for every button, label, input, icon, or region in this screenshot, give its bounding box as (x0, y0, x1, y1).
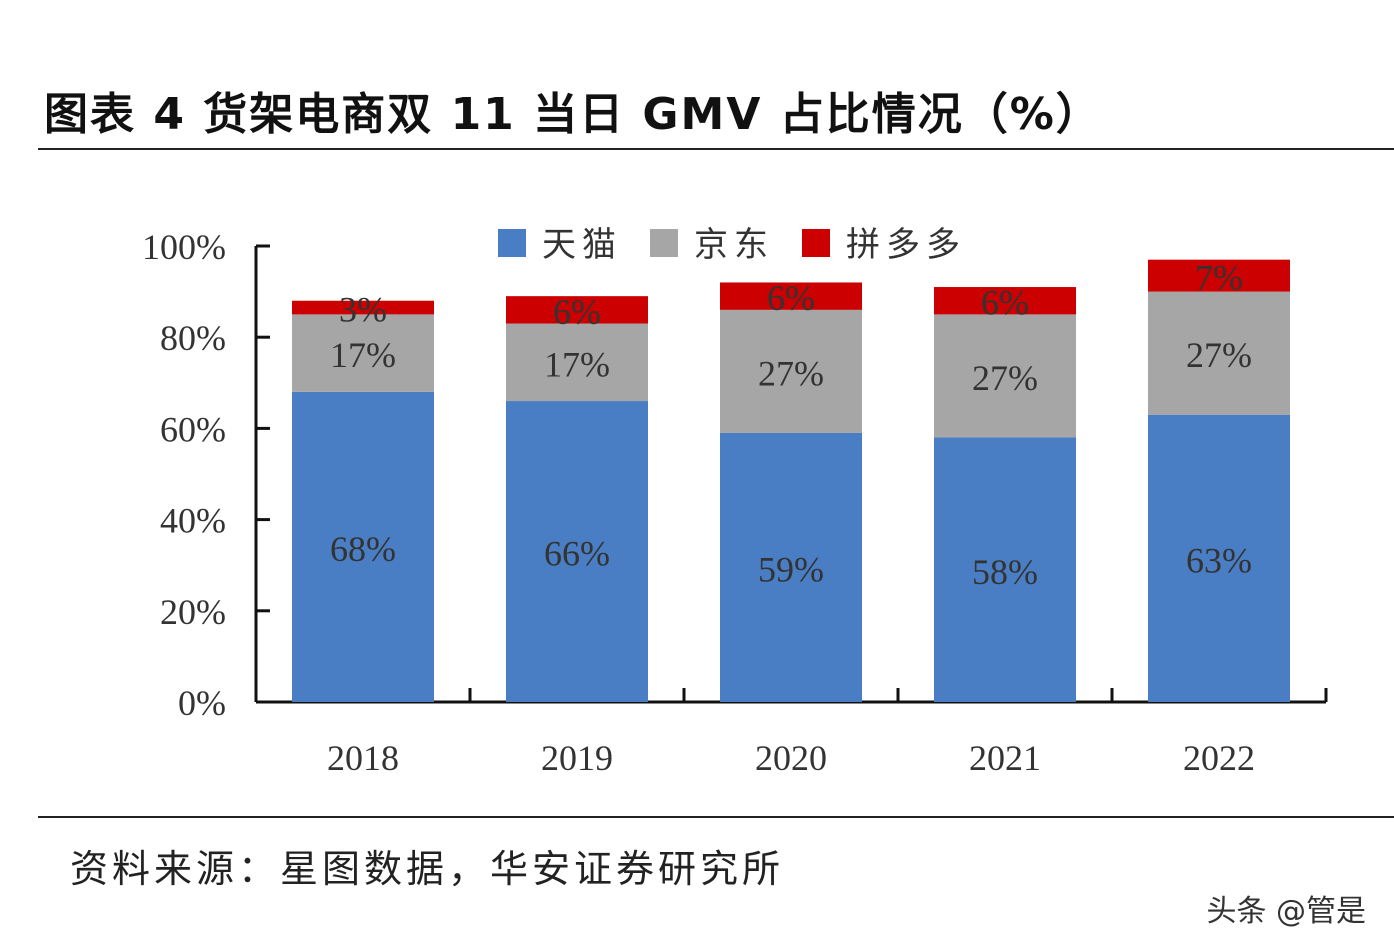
data-label: 63% (1186, 540, 1252, 580)
data-label: 7% (1195, 258, 1243, 298)
x-tick-label: 2022 (1183, 738, 1255, 778)
y-tick-label: 20% (160, 592, 226, 632)
y-tick-label: 0% (178, 683, 226, 723)
data-label: 6% (553, 292, 601, 332)
data-label: 58% (972, 552, 1038, 592)
x-tick-label: 2021 (969, 738, 1041, 778)
data-label: 27% (1186, 335, 1252, 375)
bar-拼多多-2020 (720, 282, 862, 310)
legend-label: 天猫 (542, 225, 622, 265)
data-label: 68% (330, 529, 396, 569)
bar-天猫-2020 (720, 432, 862, 702)
legend-swatch (802, 229, 830, 257)
x-tick-label: 2018 (327, 738, 399, 778)
legend-label: 拼多多 (846, 225, 966, 265)
x-tick-label: 2019 (541, 738, 613, 778)
bar-京东-2019 (506, 323, 648, 402)
data-label: 17% (330, 335, 396, 375)
data-label: 6% (981, 283, 1029, 323)
x-tick-label: 2020 (755, 738, 827, 778)
bar-京东-2020 (720, 309, 862, 433)
data-label: 59% (758, 549, 824, 589)
bottom-rule (38, 816, 1394, 818)
bar-天猫-2019 (506, 401, 648, 702)
bar-拼多多-2021 (934, 287, 1076, 315)
legend-swatch (650, 229, 678, 257)
bar-拼多多-2018 (292, 300, 434, 315)
bar-京东-2018 (292, 314, 434, 392)
bar-拼多多-2019 (506, 296, 648, 324)
y-tick-label: 80% (160, 318, 226, 358)
y-tick-label: 60% (160, 409, 226, 449)
bar-天猫-2022 (1148, 414, 1290, 702)
legend-swatch (498, 229, 526, 257)
bar-京东-2021 (934, 314, 1076, 438)
watermark: 头条 @管是 (1206, 894, 1366, 929)
data-label: 27% (758, 353, 824, 393)
y-tick-label: 40% (160, 501, 226, 541)
legend-label: 京东 (694, 225, 774, 265)
data-label: 17% (544, 344, 610, 384)
data-label: 66% (544, 534, 610, 574)
top-rule (38, 148, 1394, 150)
data-label: 3% (339, 290, 387, 330)
chart-title: 图表 4 货架电商双 11 当日 GMV 占比情况（%） (44, 89, 1102, 140)
data-label: 27% (972, 358, 1038, 398)
data-label: 6% (767, 278, 815, 318)
bar-天猫-2018 (292, 391, 434, 702)
bar-天猫-2021 (934, 437, 1076, 702)
y-tick-label: 100% (142, 227, 226, 267)
source-note: 资料来源：星图数据，华安证券研究所 (70, 847, 785, 891)
bar-拼多多-2022 (1148, 259, 1290, 292)
bar-京东-2022 (1148, 291, 1290, 415)
